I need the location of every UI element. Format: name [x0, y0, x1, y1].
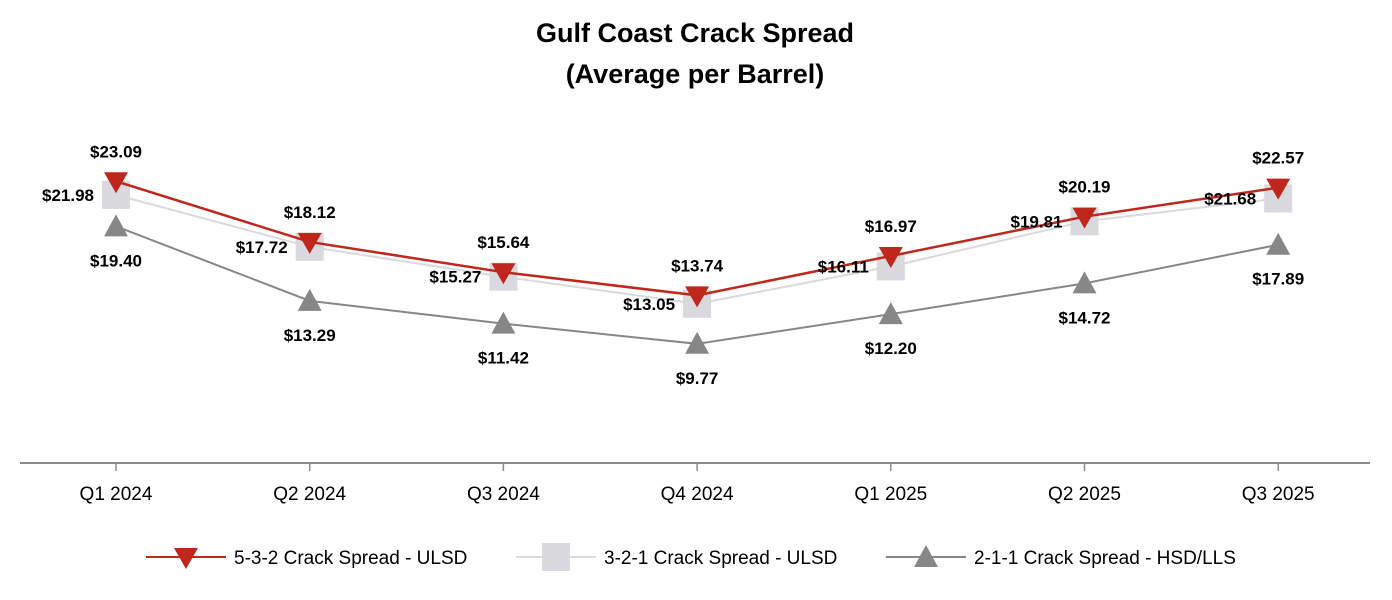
- series-triangle-up: [104, 214, 1291, 354]
- data-label: $16.11: [818, 257, 869, 276]
- data-label: $20.19: [1059, 178, 1111, 197]
- legend-marker: [542, 543, 570, 571]
- series-triangle-down: [104, 172, 1291, 308]
- data-label: $13.05: [623, 295, 675, 314]
- data-point: [1266, 232, 1291, 255]
- legend-marker: [914, 545, 938, 567]
- legend-label: 3-2-1 Crack Spread - ULSD: [604, 548, 837, 569]
- data-label: $12.20: [865, 339, 917, 358]
- x-tick-label: Q3 2024: [467, 484, 540, 505]
- x-tick-label: Q1 2024: [80, 484, 153, 505]
- data-point: [1072, 207, 1097, 229]
- data-label: $23.09: [90, 142, 142, 161]
- data-point: [104, 172, 128, 194]
- data-label: $18.12: [284, 203, 336, 222]
- data-label: $15.64: [477, 233, 530, 252]
- x-axis: Q1 2024 Q2 2024 Q3 2024 Q4 2024 Q1 2025 Q2 20…: [20, 462, 1370, 505]
- data-point: [685, 331, 710, 354]
- data-label: $11.42: [478, 349, 529, 368]
- data-label: $17.89: [1252, 270, 1304, 289]
- data-label: $9.77: [676, 369, 719, 388]
- x-tick-label: Q4 2024: [661, 484, 734, 505]
- data-labels: $23.09 $18.12 $15.64 $13.74 $16.97 $20.19 $22.…: [42, 142, 1304, 388]
- data-label: $13.29: [284, 326, 336, 345]
- data-point: [878, 246, 903, 268]
- x-tick-label: Q2 2025: [1048, 484, 1121, 505]
- data-point: [878, 302, 903, 325]
- legend-item: 3-2-1 Crack Spread - ULSD: [516, 543, 837, 571]
- data-label: $15.27: [429, 268, 481, 287]
- x-tick-label: Q2 2024: [273, 484, 346, 505]
- data-point: [1266, 178, 1291, 200]
- data-point: [104, 214, 128, 237]
- data-point: [685, 286, 710, 308]
- data-label: $21.68: [1204, 190, 1256, 209]
- data-point: [297, 232, 322, 254]
- data-label: $19.40: [90, 251, 142, 270]
- chart-title: Gulf Coast Crack Spread: [536, 18, 854, 48]
- series-line: [115, 180, 1279, 297]
- data-label: $14.72: [1059, 308, 1111, 327]
- data-label: $17.72: [236, 238, 288, 257]
- legend-marker: [174, 548, 198, 569]
- data-point: [491, 263, 516, 285]
- legend-item: 5-3-2 Crack Spread - ULSD: [146, 548, 467, 569]
- data-label: $21.98: [42, 186, 94, 205]
- legend-label: 2-1-1 Crack Spread - HSD/LLS: [974, 548, 1236, 569]
- data-point: [491, 311, 516, 334]
- chart-subtitle: (Average per Barrel): [566, 59, 825, 89]
- x-tick-label: Q1 2025: [854, 484, 927, 505]
- data-point: [297, 288, 322, 311]
- data-point: [1072, 271, 1097, 294]
- data-label: $16.97: [865, 217, 917, 236]
- x-tick-label: Q3 2025: [1242, 484, 1315, 505]
- plot-area: [102, 172, 1293, 354]
- legend-item: 2-1-1 Crack Spread - HSD/LLS: [886, 545, 1236, 569]
- data-label: $22.57: [1252, 149, 1304, 168]
- legend-label: 5-3-2 Crack Spread - ULSD: [234, 548, 467, 569]
- data-label: $13.74: [671, 256, 724, 275]
- data-label: $19.81: [1011, 212, 1063, 231]
- legend: 5-3-2 Crack Spread - ULSD 3-2-1 Crack Spr…: [146, 543, 1236, 571]
